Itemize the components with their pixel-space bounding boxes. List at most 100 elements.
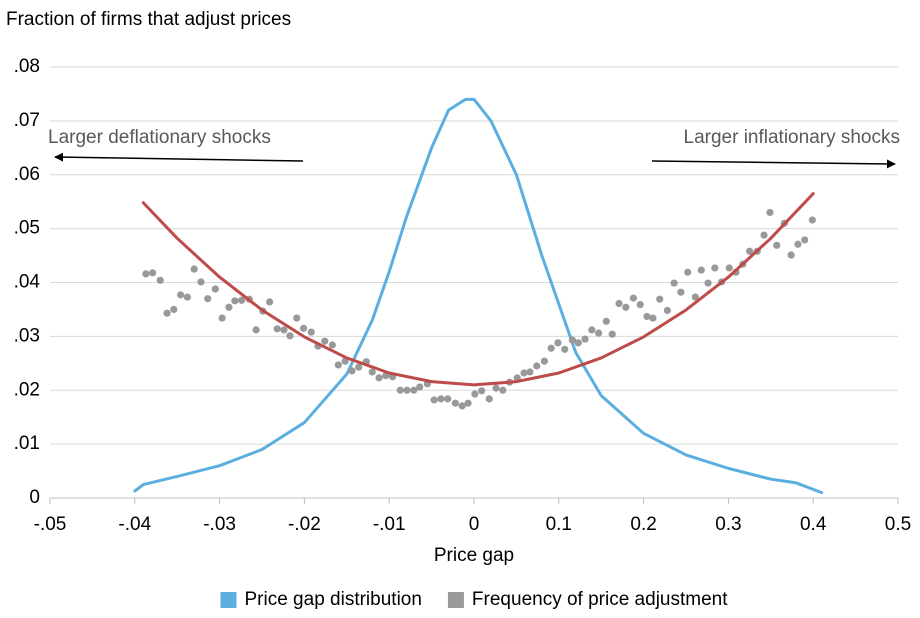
scatter-point (629, 294, 638, 302)
scatter-point (307, 328, 315, 336)
scatter-point (615, 299, 623, 308)
scatter-point (190, 265, 198, 273)
scatter-point (526, 368, 534, 376)
scatter-point (437, 395, 445, 403)
scatter-point (416, 383, 424, 391)
scatter-point (533, 362, 541, 370)
scatter-point (760, 231, 768, 239)
scatter-point (787, 251, 795, 259)
x-tick-label: 0.1 (546, 514, 572, 535)
x-tick-label: -.02 (288, 514, 321, 535)
scatter-point (485, 395, 493, 403)
scatter-point (636, 300, 644, 309)
scatter-point (595, 329, 603, 337)
x-tick-label: 0 (469, 514, 480, 535)
scatter-point (464, 399, 472, 407)
scatter-point (794, 240, 802, 248)
scatter-point (286, 332, 294, 340)
scatter-point (492, 384, 500, 392)
plot-area (133, 97, 824, 495)
scatter-point (403, 386, 411, 394)
scatter-point (808, 216, 816, 224)
scatter-point (225, 303, 233, 311)
scatter-point (396, 386, 404, 394)
y-tick-label: .06 (14, 164, 40, 185)
y-tick-label: .03 (14, 325, 40, 346)
scatter-point (430, 396, 438, 404)
scatter-point (704, 279, 712, 287)
scatter-point (368, 368, 376, 376)
scatter-point (540, 357, 548, 365)
scatter-point (355, 363, 363, 371)
scatter-point (458, 402, 466, 410)
scatter-point (252, 326, 260, 334)
scatter-point (231, 297, 239, 305)
y-tick-label: .07 (14, 110, 40, 131)
scatter-point (725, 264, 733, 272)
scatter-point (328, 341, 336, 349)
scatter-point (273, 325, 281, 333)
scatter-point (574, 339, 582, 347)
y-tick-label: .04 (14, 272, 41, 293)
x-tick-label: 0.4 (800, 514, 827, 535)
legend: Price gap distribution Frequency of price… (220, 589, 728, 610)
scatter-point (149, 269, 157, 277)
scatter-point (348, 367, 356, 375)
scatter-point (170, 305, 178, 314)
arrow (54, 152, 304, 162)
scatter-point (211, 285, 219, 293)
scatter-point (581, 335, 589, 343)
scatter-point (656, 295, 664, 303)
scatter-point (773, 241, 781, 249)
scatter-point (746, 247, 754, 255)
arrow (651, 159, 896, 169)
scatter-point (204, 295, 212, 303)
x-tick-label: 0.3 (715, 514, 741, 535)
scatter-point (643, 312, 651, 321)
x-axis-title: Price gap (434, 545, 514, 566)
legend-swatch (220, 592, 237, 608)
x-tick-label: -.03 (203, 514, 236, 535)
grid (49, 66, 899, 504)
scatter-point (677, 288, 685, 296)
scatter-point (375, 374, 383, 382)
y-tick-label: 0 (29, 487, 40, 508)
scatter-point (663, 306, 671, 315)
scatter-point (478, 387, 486, 395)
scatter-point (293, 314, 301, 322)
y-tick-label: .01 (14, 433, 40, 454)
scatter-point (218, 314, 226, 322)
scatter-point (801, 236, 809, 244)
scatter-point (684, 268, 692, 276)
scatter-point (670, 279, 678, 287)
annotation: Larger inflationary shocks (684, 127, 901, 148)
scatter-point (649, 314, 657, 322)
scatter-point (334, 361, 342, 369)
scatter-point (561, 345, 569, 353)
scatter-point (608, 330, 616, 338)
legend-label: Frequency of price adjustment (472, 589, 728, 610)
scatter-point (163, 309, 171, 317)
legend-swatch (447, 592, 464, 608)
scatter-point (280, 326, 288, 334)
x-tick-label: 0.5 (885, 514, 911, 535)
scatter-point (711, 264, 719, 272)
scatter-point (766, 208, 774, 217)
scatter-point (622, 303, 630, 311)
scatter-point (321, 337, 329, 345)
scatter-point (554, 339, 562, 347)
x-tick-label: -.01 (373, 514, 406, 535)
scatter-point (697, 266, 705, 274)
scatter-point (547, 344, 555, 352)
scatter-point (588, 326, 596, 334)
scatter-point (183, 293, 191, 301)
y-tick-label: .08 (14, 56, 40, 77)
annotation: Larger deflationary shocks (48, 127, 271, 148)
scatter-point (266, 298, 274, 306)
x-tick-label: 0.2 (630, 514, 656, 535)
scatter-point (451, 399, 459, 407)
scatter-point (410, 386, 418, 394)
y-axis-title: Fraction of firms that adjust prices (6, 9, 291, 30)
scatter-point (520, 369, 528, 377)
scatter-point (602, 317, 610, 325)
